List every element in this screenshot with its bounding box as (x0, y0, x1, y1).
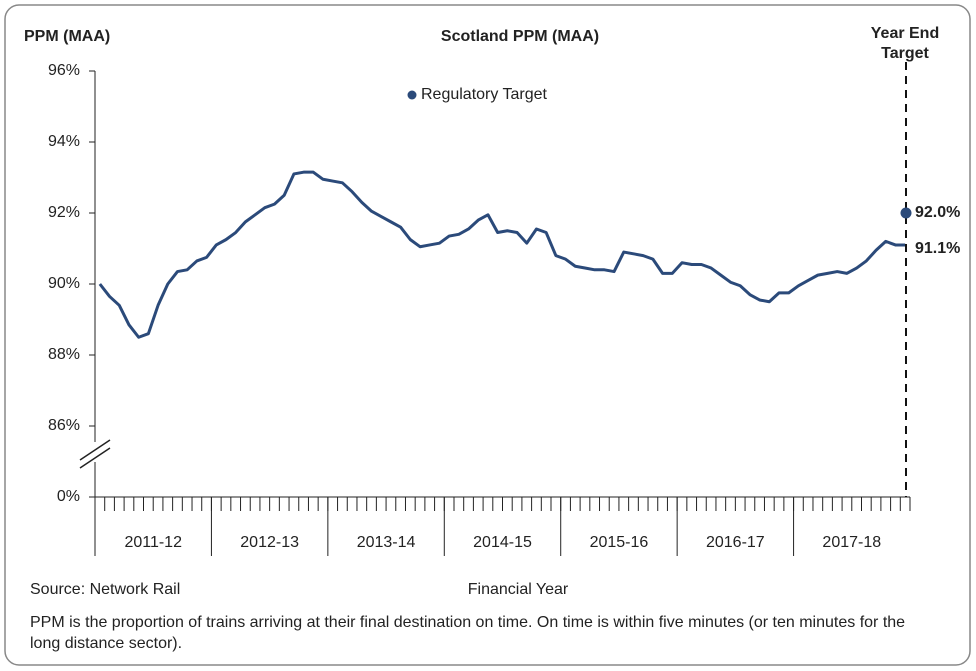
y-tick-label: 94% (48, 133, 80, 150)
y-tick-label: 96% (48, 62, 80, 79)
y-tick-label: 0% (57, 488, 80, 505)
x-tick-label: 2011-12 (124, 534, 182, 551)
target-label: 92.0% (915, 204, 960, 221)
note: PPM is the proportion of trains arriving… (30, 614, 906, 652)
source: Source: Network Rail (30, 581, 180, 598)
legend-label: Regulatory Target (421, 86, 548, 103)
x-tick-label: 2012-13 (240, 534, 299, 551)
x-tick-label: 2013-14 (357, 534, 416, 551)
y-tick-label: 88% (48, 346, 80, 363)
target-line-label: Year End Target (870, 25, 940, 62)
chart-title: Scotland PPM (MAA) (441, 28, 599, 45)
axis-break (79, 447, 111, 469)
y-axis-label: PPM (MAA) (24, 28, 110, 45)
legend-marker (407, 90, 417, 100)
x-tick-label: 2017-18 (822, 534, 881, 551)
y-tick-label: 86% (48, 417, 80, 434)
target-point (900, 207, 912, 219)
axis-break (79, 439, 111, 461)
end-label: 91.1% (915, 240, 960, 257)
x-axis-label: Financial Year (468, 581, 569, 598)
x-tick-label: 2016-17 (706, 534, 765, 551)
ppm-line (98, 170, 906, 339)
x-tick-label: 2015-16 (590, 534, 649, 551)
y-tick-label: 92% (48, 204, 80, 221)
x-tick-label: 2014-15 (473, 534, 532, 551)
frame (4, 4, 971, 666)
y-tick-label: 90% (48, 275, 80, 292)
